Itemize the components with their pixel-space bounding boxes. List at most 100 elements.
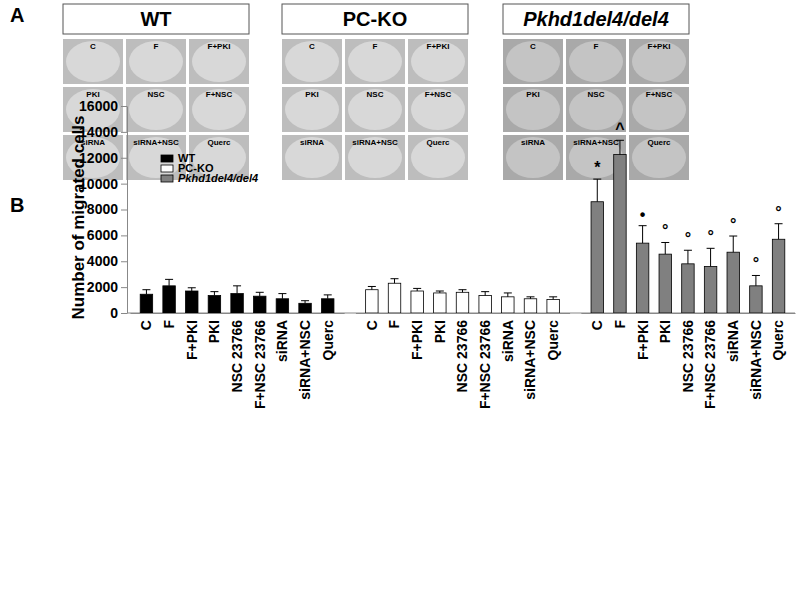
image-label: F+PKI: [208, 42, 231, 51]
image-label: NSC: [367, 90, 384, 99]
bar: [704, 266, 716, 313]
x-tick-label: F+PKI: [184, 320, 200, 360]
panel-header-box: [503, 4, 689, 34]
x-tick-label: siRNA+NSC: [297, 320, 313, 400]
x-tick: F: [386, 320, 402, 329]
legend-swatch: [161, 155, 173, 162]
significance-marker: ^: [615, 120, 624, 137]
error-bar-line: [169, 279, 170, 285]
y-axis-title: Number of migrated cells: [69, 115, 88, 319]
bar: [163, 286, 175, 313]
bar: [186, 291, 198, 313]
micrograph-field: [506, 41, 560, 82]
y-axis-line: [127, 107, 128, 314]
bar: [140, 294, 152, 313]
image-label: F+PKI: [648, 42, 671, 51]
error-bar-cap: [256, 292, 264, 293]
error-bar: [256, 292, 264, 296]
x-tick-label: F: [386, 320, 402, 329]
y-tick-mark: [121, 106, 127, 107]
micrograph-field: [411, 137, 465, 178]
error-bar: [593, 179, 601, 202]
error-bar-cap: [661, 242, 669, 243]
error-bar-cap: [684, 250, 692, 251]
x-tick: F+NSC 23766: [252, 320, 268, 409]
error-bar-line: [327, 295, 328, 299]
error-bar-line: [259, 292, 260, 296]
image-label: F: [594, 42, 599, 51]
legend-item: Pkhd1del4/del4: [161, 172, 258, 184]
micrograph: [503, 39, 563, 84]
series-group: [140, 279, 334, 313]
image-label: F: [373, 42, 378, 51]
bar: [254, 296, 266, 313]
error-bar-cap: [391, 278, 399, 279]
y-tick-label: 6000: [87, 227, 118, 243]
x-tick: siRNA: [274, 320, 290, 362]
error-bar: [481, 292, 489, 296]
error-bar-cap: [188, 287, 196, 288]
error-bar-line: [665, 242, 666, 254]
y-tick-label: 8000: [87, 201, 118, 217]
x-tick-label: F+PKI: [635, 320, 651, 360]
panel-header: PC-KO: [343, 8, 407, 30]
error-bar-cap: [481, 291, 489, 292]
micrograph-field: [129, 89, 183, 130]
x-tick: C: [138, 320, 154, 330]
error-bar: [459, 290, 467, 293]
error-bar-cap: [459, 289, 467, 290]
micrograph-field: [285, 137, 339, 178]
error-bar: [549, 297, 557, 300]
bar: [502, 297, 514, 313]
micrograph-field: [506, 137, 560, 178]
error-bar-line: [642, 226, 643, 243]
micrograph: [503, 87, 563, 132]
x-tick: NSC 23766: [454, 320, 470, 393]
series-group: [366, 279, 560, 313]
bar: [276, 299, 288, 313]
x-tick: F+NSC 23766: [477, 320, 493, 409]
x-tick-label: Querc: [770, 320, 786, 361]
x-axis-segment: [131, 313, 345, 314]
error-bar: [233, 286, 241, 294]
error-bar: [142, 290, 150, 295]
micrograph: [345, 87, 405, 132]
error-bar-line: [394, 279, 395, 284]
image-label: Querc: [647, 138, 671, 147]
micrograph: [189, 39, 249, 84]
micrograph-field: [192, 89, 246, 130]
error-bar-cap: [324, 294, 332, 295]
bar: [547, 299, 559, 313]
micrograph-field: [129, 137, 183, 178]
y-tick-mark: [121, 184, 127, 185]
error-bar-cap: [549, 296, 557, 297]
x-tick: siRNA: [725, 320, 741, 362]
micrograph: [629, 87, 689, 132]
x-tick-label: PKI: [432, 320, 448, 343]
x-tick-label: F+NSC 23766: [477, 320, 493, 409]
x-tick: F+NSC 23766: [702, 320, 718, 409]
micrograph: [408, 39, 468, 84]
error-bar: [301, 301, 309, 304]
bar: [321, 299, 333, 313]
micrograph-field: [569, 41, 623, 82]
error-bar-cap: [413, 288, 421, 289]
x-axis-segment: [356, 313, 570, 314]
micrograph-field: [66, 41, 120, 82]
micrograph-field: [411, 89, 465, 130]
error-bar-line: [597, 179, 598, 202]
error-bar-cap: [593, 179, 601, 180]
image-label: siRNA+NSC: [352, 138, 398, 147]
image-label: F+NSC: [425, 90, 452, 99]
panel-label: B: [10, 194, 24, 216]
x-tick-label: Querc: [545, 320, 561, 361]
error-bar-cap: [639, 225, 647, 226]
x-tick-label: PKI: [657, 320, 673, 343]
error-bar: [661, 242, 669, 254]
error-bar-cap: [165, 279, 173, 280]
bar: [411, 291, 423, 313]
significance-marker: *: [594, 159, 601, 176]
legend: WTPC-KOPkhd1del4/del4: [161, 152, 258, 184]
error-bar-line: [237, 286, 238, 294]
micrograph-field: [348, 137, 402, 178]
